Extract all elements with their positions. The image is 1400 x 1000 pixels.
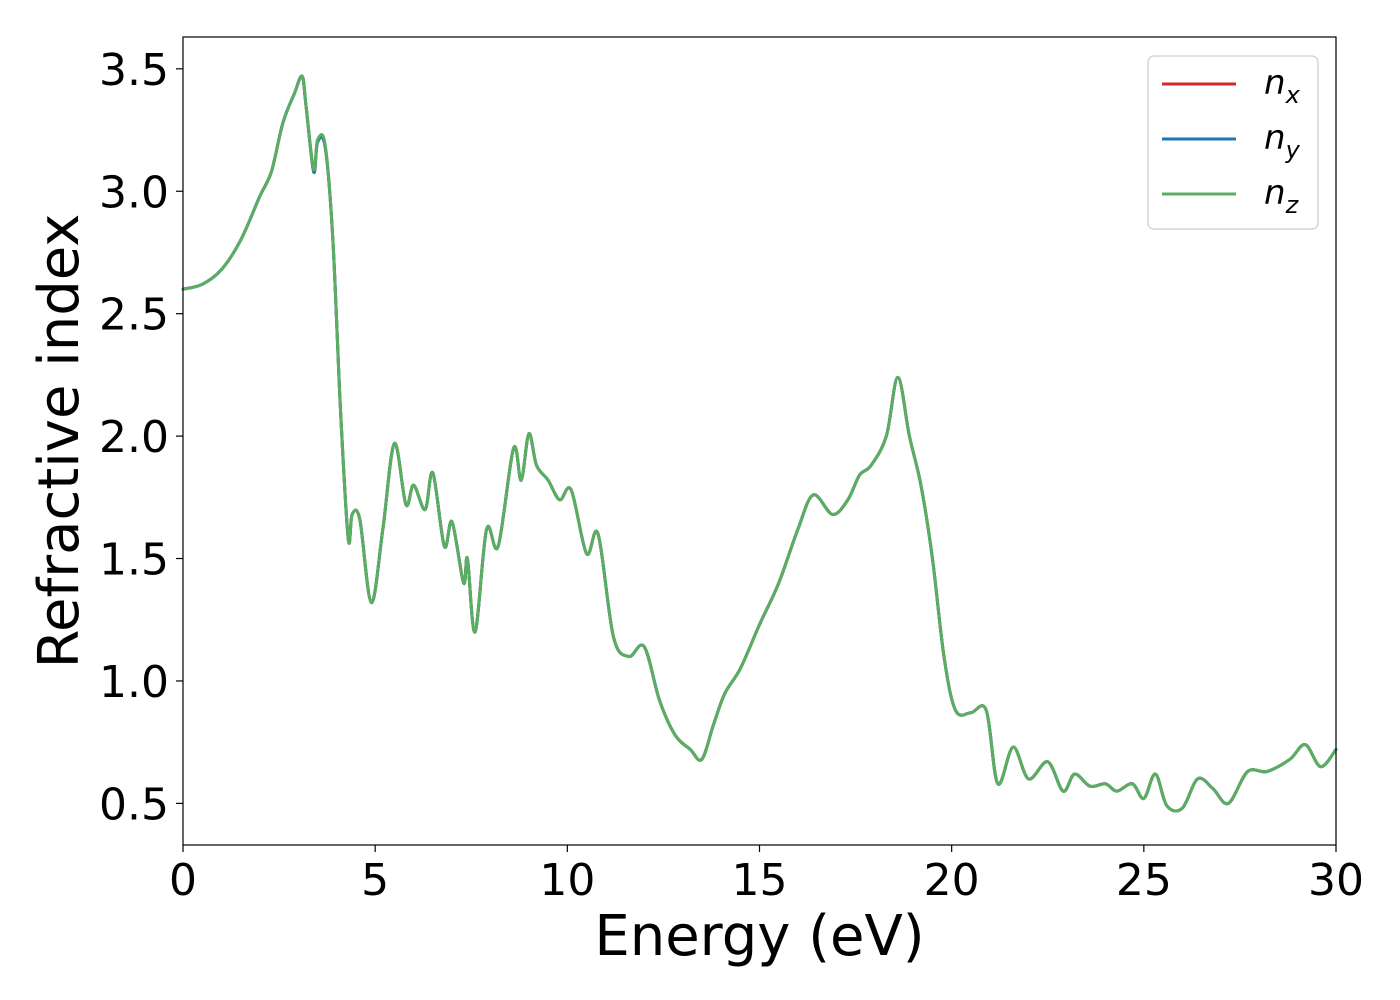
- y-tick-label: 0.5: [99, 779, 169, 830]
- x-tick-label: 30: [1308, 855, 1364, 906]
- x-tick-label: 0: [169, 855, 197, 906]
- legend-label-y: ny: [1264, 118, 1301, 164]
- y-tick-label: 3.5: [99, 45, 169, 96]
- y-tick-label: 2.0: [99, 412, 169, 463]
- legend-box: [1147, 55, 1319, 230]
- legend-label-z: nz: [1264, 173, 1300, 219]
- x-tick-label: 10: [539, 855, 595, 906]
- x-tick-label: 25: [1116, 855, 1172, 906]
- x-tick-label: 5: [361, 855, 389, 906]
- y-tick-label: 3.0: [99, 167, 169, 218]
- y-ticks: 0.5 1.0 1.5 2.0 2.5 3.0 3.5: [99, 45, 183, 830]
- x-ticks: 0 5 10 15 20 25 30: [169, 845, 1364, 906]
- x-tick-label: 15: [732, 855, 788, 906]
- x-tick-label: 20: [924, 855, 980, 906]
- x-axis-label: Energy (eV): [594, 904, 924, 969]
- series-layer: [181, 74, 1338, 813]
- legend: nx ny nz: [1147, 55, 1319, 230]
- series-line-n-z: [181, 74, 1338, 813]
- y-tick-label: 1.0: [99, 657, 169, 708]
- legend-label-x: nx: [1264, 63, 1301, 109]
- y-tick-label: 2.5: [99, 290, 169, 341]
- y-tick-label: 1.5: [99, 535, 169, 586]
- y-axis-label: Refractive index: [27, 214, 92, 669]
